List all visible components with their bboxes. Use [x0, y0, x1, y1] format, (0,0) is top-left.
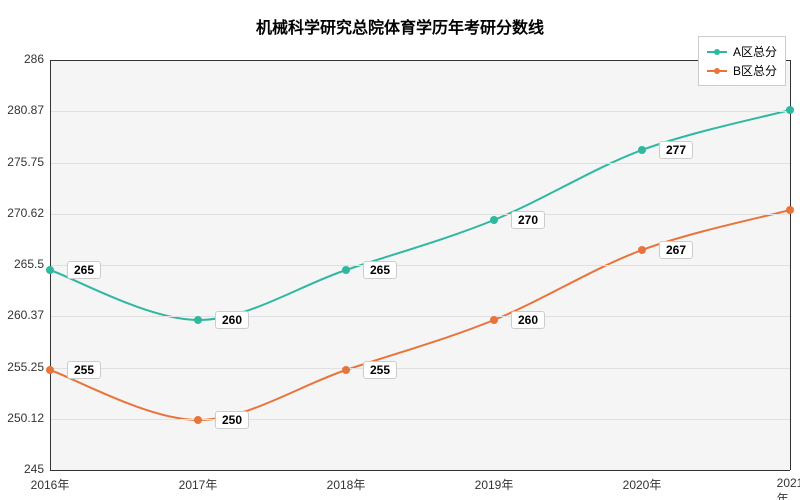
data-point — [46, 366, 54, 374]
y-tick-label: 280.87 — [7, 103, 44, 117]
data-label: 270 — [511, 211, 545, 229]
data-label: 260 — [511, 311, 545, 329]
gridline — [50, 265, 790, 266]
gridline — [50, 163, 790, 164]
legend-label: A区总分 — [733, 43, 777, 60]
data-point — [194, 416, 202, 424]
axis-line — [50, 60, 790, 61]
legend-item: A区总分 — [707, 43, 777, 60]
data-point — [490, 216, 498, 224]
legend: A区总分 B区总分 — [698, 36, 786, 86]
legend-swatch — [707, 70, 727, 72]
gridline — [50, 111, 790, 112]
x-tick-label: 2021年 — [777, 476, 800, 500]
chart-title: 机械科学研究总院体育学历年考研分数线 — [0, 14, 800, 38]
y-tick-label: 260.37 — [7, 308, 44, 322]
data-point — [342, 266, 350, 274]
data-label: 265 — [363, 261, 397, 279]
x-tick-label: 2016年 — [31, 476, 70, 493]
data-label: 250 — [215, 411, 249, 429]
data-point — [786, 206, 794, 214]
data-point — [638, 246, 646, 254]
data-point — [786, 106, 794, 114]
chart-container: 机械科学研究总院体育学历年考研分数线 265260265270277281255… — [0, 0, 800, 500]
y-tick-label: 245 — [24, 462, 44, 476]
data-point — [490, 316, 498, 324]
x-tick-label: 2017年 — [179, 476, 218, 493]
y-tick-label: 255.25 — [7, 360, 44, 374]
data-label: 255 — [363, 361, 397, 379]
y-tick-label: 286 — [24, 52, 44, 66]
plot-area: 265260265270277281255250255260267271 — [50, 60, 790, 470]
axis-line — [50, 470, 790, 471]
legend-swatch — [707, 51, 727, 53]
x-tick-label: 2020年 — [623, 476, 662, 493]
data-point — [342, 366, 350, 374]
gridline — [50, 419, 790, 420]
y-tick-label: 270.62 — [7, 206, 44, 220]
data-label: 260 — [215, 311, 249, 329]
data-label: 277 — [659, 141, 693, 159]
data-label: 265 — [67, 261, 101, 279]
x-tick-label: 2018年 — [327, 476, 366, 493]
axis-line — [790, 60, 791, 470]
data-point — [194, 316, 202, 324]
y-tick-label: 275.75 — [7, 155, 44, 169]
legend-item: B区总分 — [707, 62, 777, 79]
gridline — [50, 214, 790, 215]
y-tick-label: 250.12 — [7, 411, 44, 425]
x-tick-label: 2019年 — [475, 476, 514, 493]
gridline — [50, 316, 790, 317]
axis-line — [50, 60, 51, 470]
data-point — [46, 266, 54, 274]
data-label: 255 — [67, 361, 101, 379]
data-point — [638, 146, 646, 154]
gridline — [50, 368, 790, 369]
legend-label: B区总分 — [733, 62, 777, 79]
data-label: 267 — [659, 241, 693, 259]
y-tick-label: 265.5 — [14, 257, 44, 271]
